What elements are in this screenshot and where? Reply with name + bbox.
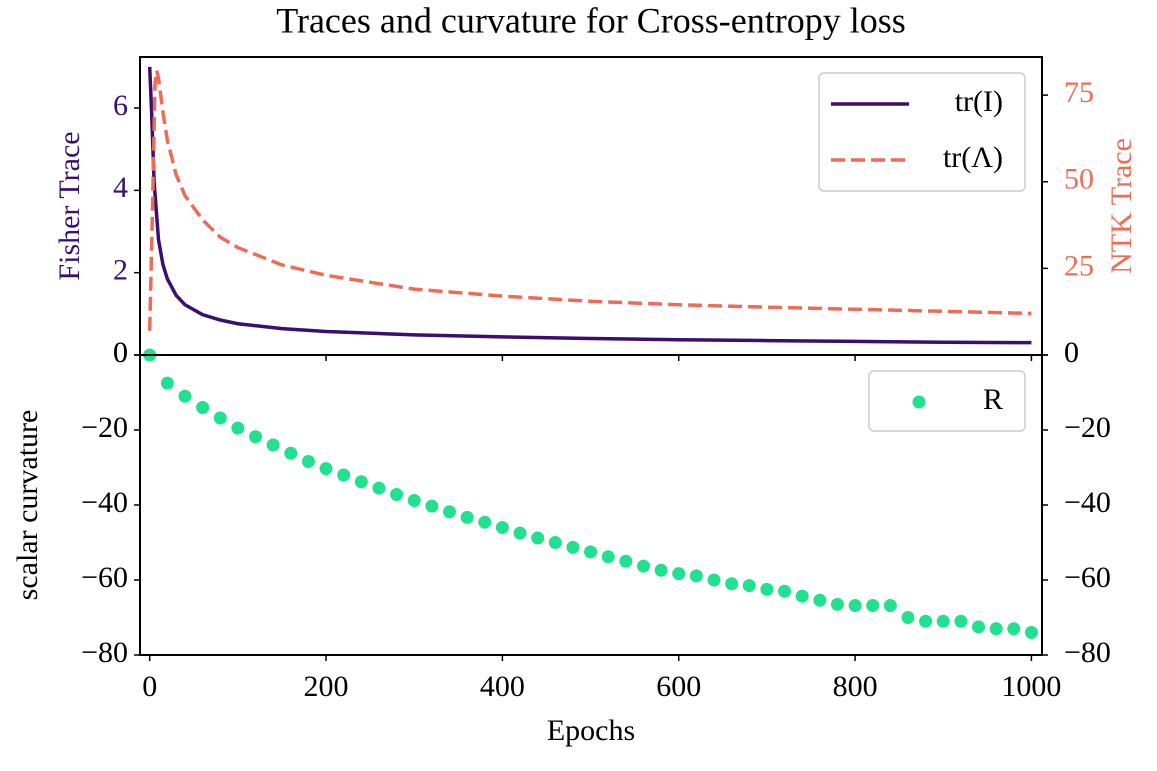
point bbox=[972, 620, 986, 634]
y-tick-label: 0 bbox=[113, 336, 128, 369]
series-line bbox=[147, 66, 1032, 345]
point bbox=[601, 550, 615, 564]
point bbox=[284, 446, 298, 460]
chart-title: Traces and curvature for Cross-entropy l… bbox=[276, 0, 906, 40]
y2-tick-label: 25 bbox=[1064, 249, 1094, 282]
y-tick-label: −40 bbox=[81, 486, 128, 519]
y2-tick-label: 75 bbox=[1064, 76, 1094, 109]
point bbox=[848, 599, 862, 612]
x-tick-label: 800 bbox=[833, 670, 878, 703]
legend-swatch bbox=[912, 395, 926, 409]
legend-label: tr(Λ) bbox=[943, 141, 1003, 174]
point bbox=[989, 622, 1003, 636]
point bbox=[830, 597, 844, 611]
point bbox=[301, 455, 315, 468]
y-tick-label: 2 bbox=[113, 254, 128, 287]
legend-box bbox=[868, 370, 1026, 432]
x-tick-label: 1000 bbox=[1001, 670, 1061, 703]
point bbox=[883, 599, 897, 612]
y-tick-label: −60 bbox=[81, 561, 128, 594]
point bbox=[548, 536, 562, 549]
y2-tick-label: 0 bbox=[1064, 336, 1079, 369]
point bbox=[478, 515, 492, 529]
plot-area bbox=[147, 66, 1032, 345]
y2-tick-label: −20 bbox=[1064, 411, 1111, 444]
y-tick-label: −20 bbox=[81, 411, 128, 444]
legend-label: R bbox=[983, 383, 1003, 416]
x-tick-label: 600 bbox=[656, 670, 701, 703]
y-tick-label: 4 bbox=[113, 171, 128, 204]
point bbox=[372, 481, 386, 495]
point bbox=[936, 614, 950, 628]
y-tick-label: 0 bbox=[113, 336, 128, 369]
legend-label: tr(I) bbox=[955, 85, 1003, 118]
y2-tick-label: 0 bbox=[1064, 336, 1079, 369]
point bbox=[231, 421, 245, 435]
point bbox=[566, 540, 580, 554]
point bbox=[672, 567, 686, 581]
point bbox=[813, 593, 827, 607]
y-tick-label: −80 bbox=[81, 636, 128, 669]
y-axis-label: scalar curvature bbox=[11, 410, 44, 601]
series-line bbox=[147, 70, 1032, 331]
x-tick-label: 0 bbox=[142, 670, 157, 703]
point bbox=[249, 430, 263, 444]
point bbox=[495, 521, 509, 534]
y-tick-label: 6 bbox=[113, 89, 128, 122]
x-tick-label: 200 bbox=[304, 670, 349, 703]
point bbox=[654, 563, 668, 577]
y2-tick-label: −60 bbox=[1064, 561, 1111, 594]
point bbox=[178, 389, 192, 403]
point bbox=[584, 545, 598, 559]
point bbox=[354, 475, 368, 489]
point bbox=[778, 584, 792, 598]
point bbox=[707, 573, 721, 587]
point bbox=[742, 579, 756, 593]
point bbox=[760, 582, 774, 596]
point bbox=[337, 468, 351, 482]
y2-tick-label: −40 bbox=[1064, 486, 1111, 519]
point bbox=[795, 589, 809, 603]
point bbox=[689, 569, 703, 583]
point bbox=[390, 488, 404, 501]
x-tick-label: 400 bbox=[480, 670, 525, 703]
y-axis-label: Fisher Trace bbox=[53, 131, 86, 280]
point bbox=[901, 611, 915, 624]
point bbox=[319, 462, 333, 476]
y2-tick-label: 50 bbox=[1064, 163, 1094, 196]
point bbox=[725, 577, 739, 591]
point bbox=[160, 376, 174, 390]
point bbox=[425, 499, 439, 513]
point bbox=[954, 614, 968, 628]
point bbox=[196, 401, 210, 414]
y2-tick-label: −80 bbox=[1064, 636, 1111, 669]
point bbox=[266, 438, 280, 452]
point bbox=[866, 599, 880, 612]
point bbox=[919, 614, 933, 628]
point bbox=[460, 510, 474, 524]
y2-axis-label: NTK Trace bbox=[1105, 138, 1138, 274]
point bbox=[1024, 626, 1038, 639]
x-axis-label: Epochs bbox=[547, 714, 635, 747]
point bbox=[513, 526, 527, 540]
point bbox=[442, 505, 456, 519]
point bbox=[407, 494, 421, 507]
axes-frame bbox=[139, 354, 1043, 656]
point bbox=[619, 554, 633, 568]
point bbox=[636, 559, 650, 573]
point bbox=[1007, 622, 1021, 636]
point bbox=[213, 411, 227, 425]
point bbox=[531, 531, 545, 545]
